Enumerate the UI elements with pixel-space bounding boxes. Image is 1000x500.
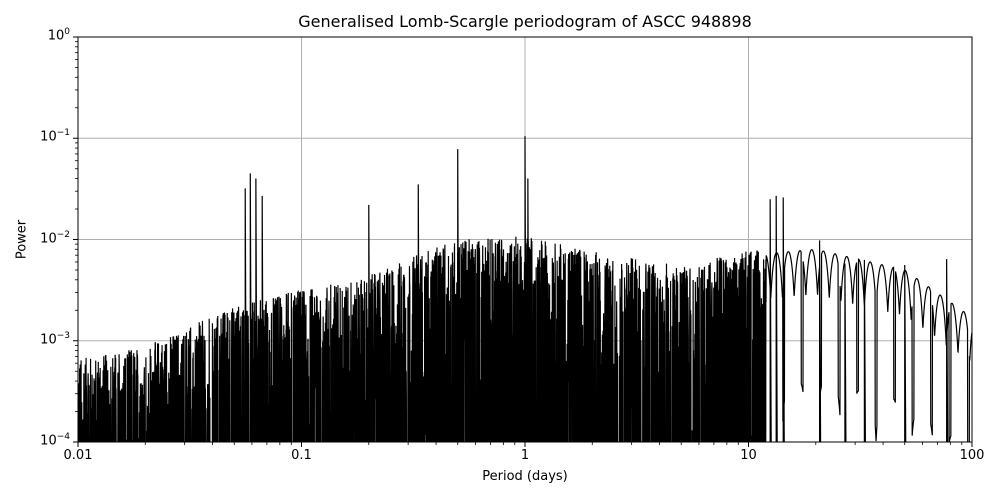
y-tick-label: 100: [47, 27, 70, 44]
x-tick-label: 10: [740, 448, 757, 463]
x-axis-label: Period (days): [482, 469, 568, 484]
x-tick-label: 0.1: [291, 448, 312, 463]
y-tick-label: 10−1: [40, 128, 70, 145]
periodogram-curve: [78, 136, 972, 442]
y-tick-label: 10−3: [40, 330, 70, 348]
y-tick-label: 10−4: [40, 432, 70, 449]
x-tick-label: 100: [959, 448, 985, 463]
chart-title: Generalised Lomb-Scargle periodogram of …: [298, 12, 752, 31]
plot-frame: [77, 36, 973, 443]
y-tick-label: 10−2: [40, 229, 70, 246]
x-tick-label: 1: [520, 448, 530, 463]
x-tick-label: 0.01: [63, 448, 93, 463]
